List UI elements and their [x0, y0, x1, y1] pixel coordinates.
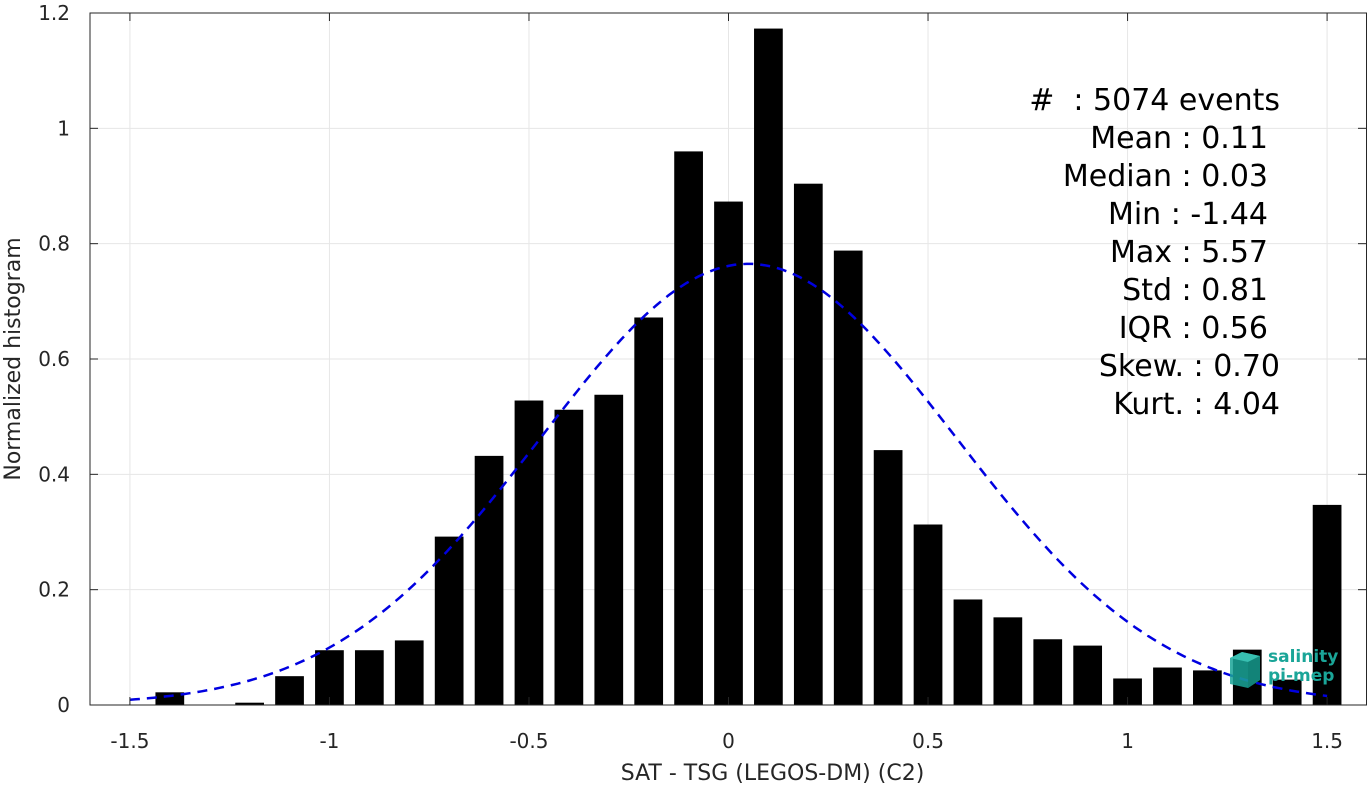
histogram-bar-9 — [514, 400, 544, 705]
y-tick-label-5: 1 — [57, 116, 70, 140]
y-tick-label-1: 0.2 — [38, 578, 70, 602]
histogram-bar-3 — [275, 676, 304, 705]
x-tick-label-0: -1.5 — [110, 729, 149, 753]
logo-line1: salinity — [1268, 647, 1339, 667]
histogram-bar-6 — [394, 640, 424, 705]
stat-std: Std : 0.81 — [1122, 273, 1268, 308]
histogram-bar-17 — [833, 250, 863, 705]
histogram-bar-21 — [993, 617, 1023, 705]
y-axis-label: Normalized histogram — [1, 237, 26, 480]
y-tick-label-3: 0.6 — [38, 347, 70, 371]
histogram-bar-12 — [634, 317, 664, 705]
histogram-bar-16 — [793, 183, 823, 705]
histogram-bar-5 — [354, 650, 384, 705]
logo-line2: pi-mep — [1268, 666, 1335, 686]
histogram-bar-2 — [235, 702, 264, 705]
stat-events: # : 5074 events — [1029, 83, 1280, 118]
histogram-bar-0 — [155, 692, 185, 705]
x-tick-label-4: 0.5 — [912, 729, 944, 753]
stat-mean: Mean : 0.11 — [1090, 121, 1268, 156]
histogram-bar-19 — [913, 524, 943, 705]
x-tick-label-2: -0.5 — [509, 729, 548, 753]
stat-min: Min : -1.44 — [1107, 197, 1268, 232]
histogram-bar-25 — [1153, 667, 1182, 705]
histogram-bar-7 — [434, 536, 464, 705]
x-axis-label: SAT - TSG (LEGOS-DM) (C2) — [621, 761, 925, 785]
histogram-bar-20 — [953, 599, 983, 705]
stat-skew: Skew. : 0.70 — [1098, 349, 1280, 384]
stat-kurt: Kurt. : 4.04 — [1113, 387, 1280, 422]
x-tick-label-3: 0 — [722, 729, 735, 753]
normal-fit-curve — [129, 262, 1328, 702]
y-tick-label-6: 1.2 — [38, 1, 70, 25]
x-tick-label-5: 1 — [1121, 729, 1134, 753]
y-tick-label-2: 0.4 — [38, 462, 70, 486]
logo-cube-icon — [1230, 652, 1260, 688]
histogram-bar-4 — [315, 650, 344, 705]
histogram-bars — [155, 28, 1342, 705]
x-tick-label-6: 1.5 — [1311, 729, 1343, 753]
stat-iqr: IQR : 0.56 — [1118, 311, 1268, 346]
histogram-bar-13 — [674, 151, 703, 705]
histogram-bar-15 — [754, 28, 783, 705]
y-tick-label-4: 0.8 — [38, 232, 70, 256]
salinity-pimep-logo: salinity pi-mep — [1228, 648, 1358, 694]
histogram-bar-29 — [1312, 504, 1342, 705]
histogram-bar-23 — [1073, 645, 1103, 705]
logo-text: salinity pi-mep — [1268, 648, 1338, 686]
histogram-bar-10 — [554, 409, 584, 705]
histogram-bar-26 — [1193, 670, 1222, 705]
stat-max: Max : 5.57 — [1110, 235, 1268, 270]
y-tick-label-0: 0 — [57, 693, 70, 717]
histogram-bar-18 — [873, 450, 903, 705]
x-tick-labels: -1.5 -1 -0.5 0 0.5 1 1.5 — [110, 729, 1343, 753]
histogram-bar-8 — [474, 455, 504, 705]
histogram-bar-22 — [1033, 639, 1063, 705]
histogram-bar-11 — [594, 394, 624, 705]
x-tick-label-1: -1 — [319, 729, 339, 753]
y-tick-labels: 0 0.2 0.4 0.6 0.8 1 1.2 — [38, 1, 70, 717]
histogram-bar-14 — [714, 201, 743, 705]
stat-median: Median : 0.03 — [1062, 159, 1268, 194]
